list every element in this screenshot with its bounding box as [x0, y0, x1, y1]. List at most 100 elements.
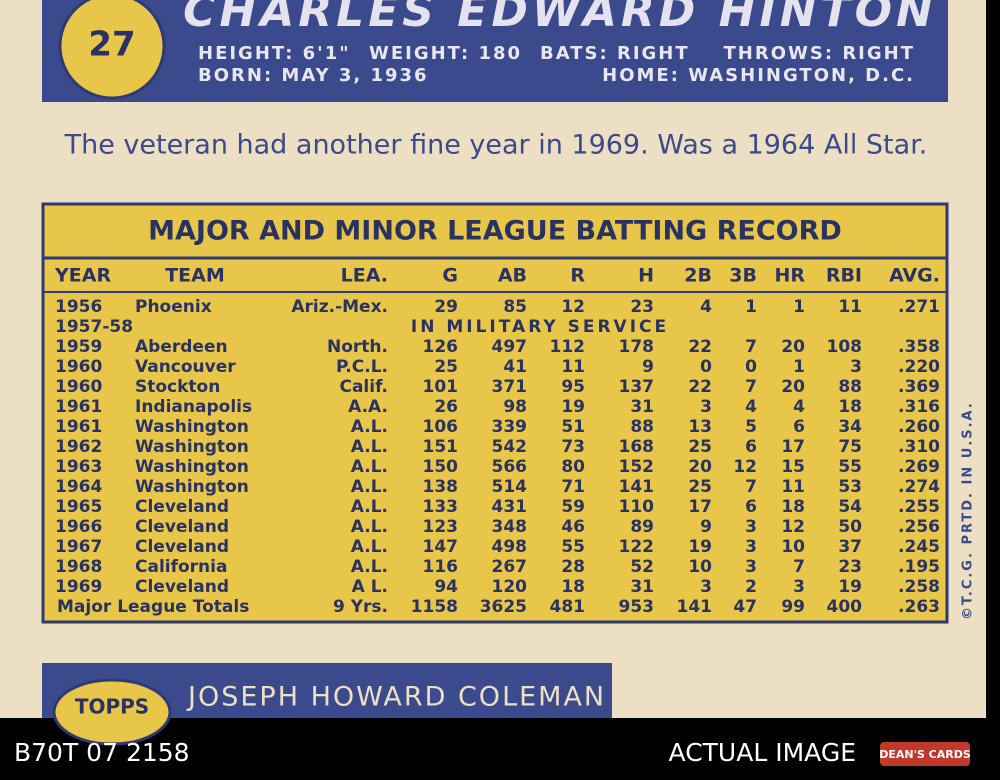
table-cell: 3: [793, 577, 805, 597]
player-name: CHARLES EDWARD HINTON: [183, 0, 937, 37]
table-cell: Vancouver: [135, 357, 236, 377]
table-cell: .271: [898, 297, 940, 317]
table-cell: .245: [898, 537, 940, 557]
table-cell: IN MILITARY SERVICE: [411, 317, 669, 337]
table-cell: 26: [434, 397, 458, 417]
weight: WEIGHT: 180: [369, 43, 522, 64]
table-cell: 137: [619, 377, 655, 397]
column-header: H: [638, 265, 654, 287]
table-cell: 23: [630, 297, 654, 317]
table-cell: 133: [423, 497, 459, 517]
table-cell: 1969: [55, 577, 102, 597]
table-cell: 54: [838, 497, 862, 517]
table-cell: 20: [781, 377, 805, 397]
home: HOME: WASHINGTON, D.C.: [602, 65, 915, 86]
table-cell: 1964: [55, 477, 102, 497]
header-banner: [42, 0, 948, 102]
table-cell: 53: [838, 477, 862, 497]
table-cell: 108: [827, 337, 863, 357]
table-cell: 348: [492, 517, 528, 537]
table-cell: 4: [745, 397, 757, 417]
table-cell: 34: [838, 417, 862, 437]
table-cell: 17: [781, 437, 805, 457]
table-cell: 141: [677, 597, 713, 617]
table-cell: 3: [700, 397, 712, 417]
table-cell: .260: [898, 417, 940, 437]
table-cell: 55: [838, 457, 862, 477]
table-cell: 1963: [55, 457, 102, 477]
table-cell: 3625: [480, 597, 527, 617]
inventory-id: B70T 07 2158: [14, 738, 190, 767]
table-cell: .195: [898, 557, 940, 577]
table-cell: 12: [733, 457, 757, 477]
table-cell: 498: [492, 537, 528, 557]
table-cell: 31: [630, 577, 654, 597]
topps-logo: [52, 678, 172, 746]
table-cell: .316: [898, 397, 940, 417]
table-cell: 47: [733, 597, 757, 617]
table-cell: 542: [492, 437, 528, 457]
table-cell: 46: [561, 517, 585, 537]
table-cell: 88: [630, 417, 654, 437]
throws: THROWS: RIGHT: [724, 43, 915, 64]
table-cell: Cleveland: [135, 577, 229, 597]
table-cell: Washington: [135, 437, 249, 457]
table-cell: 25: [688, 477, 712, 497]
table-cell: 95: [561, 377, 585, 397]
table-cell: 88: [838, 377, 862, 397]
table-cell: 25: [434, 357, 458, 377]
table-cell: 1: [745, 297, 757, 317]
table-cell: 3: [745, 557, 757, 577]
table-cell: A.L.: [351, 457, 388, 477]
table-cell: 94: [434, 577, 458, 597]
table-cell: 7: [745, 477, 757, 497]
table-cell: 15: [781, 457, 805, 477]
table-cell: 0: [745, 357, 757, 377]
table-cell: 55: [561, 537, 585, 557]
table-cell: 141: [619, 477, 655, 497]
table-cell: Cleveland: [135, 517, 229, 537]
table-cell: 0: [700, 357, 712, 377]
table-cell: 267: [492, 557, 528, 577]
table-cell: .369: [898, 377, 940, 397]
table-cell: 7: [745, 337, 757, 357]
table-cell: 75: [838, 437, 862, 457]
bats: BATS: RIGHT: [540, 43, 690, 64]
deans-logo: [880, 742, 970, 766]
table-cell: 51: [561, 417, 585, 437]
table-cell: 19: [838, 577, 862, 597]
table-cell: 7: [745, 377, 757, 397]
table-cell: 3: [850, 357, 862, 377]
table-cell: 152: [619, 457, 655, 477]
actual-image-label: ACTUAL IMAGE: [669, 738, 856, 767]
table-cell: 4: [793, 397, 805, 417]
table-cell: 116: [423, 557, 459, 577]
table-cell: North.: [327, 337, 388, 357]
deans-logo-text: DEAN'S CARDS: [879, 748, 971, 761]
table-cell: A.L.: [351, 477, 388, 497]
table-cell: 18: [838, 397, 862, 417]
table-cell: 481: [550, 597, 586, 617]
table-cell: 4: [700, 297, 712, 317]
blurb: The veteran had another fine year in 196…: [64, 130, 928, 161]
table-cell: Washington: [135, 477, 249, 497]
table-cell: .220: [898, 357, 940, 377]
table-cell: 2: [745, 577, 757, 597]
table-cell: 400: [827, 597, 863, 617]
table-title: MAJOR AND MINOR LEAGUE BATTING RECORD: [148, 216, 842, 247]
table-cell: 151: [423, 437, 459, 457]
record-table: [41, 202, 949, 624]
table-cell: 12: [561, 297, 585, 317]
table-cell: Major League Totals: [57, 597, 249, 617]
table-cell: 11: [838, 297, 862, 317]
table-cell: .310: [898, 437, 940, 457]
table-cell: 1959: [55, 337, 102, 357]
table-cell: .258: [898, 577, 940, 597]
table-cell: 3: [745, 537, 757, 557]
table-cell: Ariz.-Mex.: [291, 297, 388, 317]
table-cell: 37: [838, 537, 862, 557]
table-cell: 138: [423, 477, 459, 497]
table-cell: A.L.: [351, 437, 388, 457]
table-cell: A.L.: [351, 557, 388, 577]
